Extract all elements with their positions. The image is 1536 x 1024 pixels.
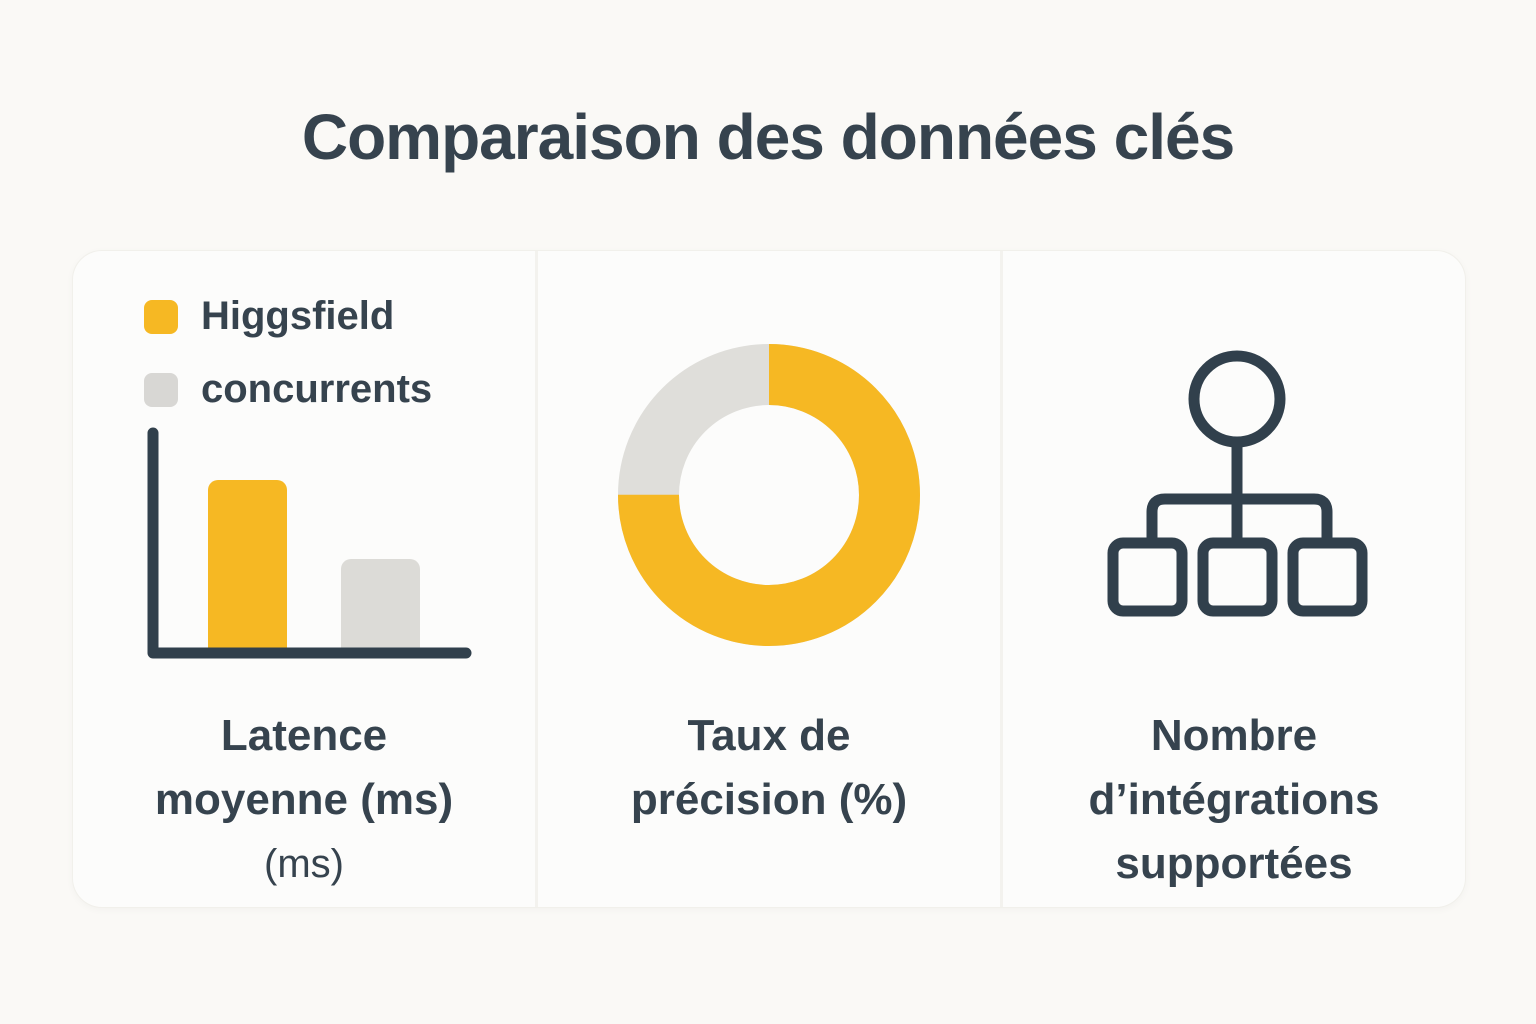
- org-child-node: [1197, 537, 1278, 617]
- page-title: Comparaison des données clés: [301, 101, 1235, 173]
- caption-line: Taux de: [687, 711, 851, 760]
- panel-latency: Higgsfield concurrents Latence moyenne (…: [73, 251, 535, 907]
- caption-line: Latence: [220, 711, 388, 760]
- legend-label: concurrents: [201, 367, 433, 411]
- caption-line: moyenne (ms): [154, 775, 454, 824]
- donut-chart: [618, 344, 920, 646]
- org-child-node: [1107, 537, 1188, 617]
- org-child-node: [1287, 537, 1368, 617]
- comparison-card-row: Higgsfield concurrents Latence moyenne (…: [72, 250, 1466, 908]
- donut-segment-higgsfield: [618, 344, 920, 646]
- legend-label: Higgsfield: [201, 294, 395, 338]
- legend-item-higgsfield: Higgsfield: [144, 294, 432, 339]
- caption-line: d’intégrations: [1088, 775, 1380, 824]
- panel-latency-caption: Latence moyenne (ms) (ms): [73, 704, 535, 896]
- axis-lines: [147, 427, 472, 659]
- org-chart-strokes: [1107, 350, 1368, 617]
- legend-item-concurrents: concurrents: [144, 367, 432, 412]
- caption-subline: (ms): [264, 842, 344, 886]
- panel-precision: Taux de précision (%): [538, 251, 1000, 907]
- chart-legend: Higgsfield concurrents: [144, 294, 432, 440]
- panel-integrations-caption: Nombre d’intégrations supportées: [1003, 704, 1465, 896]
- bar-chart: [147, 427, 472, 659]
- org-connector-line: [1146, 493, 1333, 549]
- caption-line: précision (%): [630, 775, 908, 824]
- legend-swatch-higgsfield: [144, 299, 178, 334]
- bar-higgsfield: [208, 480, 287, 658]
- org-chart-icon: [1107, 350, 1368, 617]
- bar-concurrents: [341, 559, 420, 658]
- panel-integrations: Nombre d’intégrations supportées: [1003, 251, 1465, 907]
- legend-swatch-concurrents: [144, 372, 178, 407]
- caption-line: Nombre: [1150, 711, 1318, 760]
- panel-precision-caption: Taux de précision (%): [538, 704, 1000, 832]
- org-root-node: [1188, 350, 1286, 448]
- caption-line: supportées: [1115, 839, 1353, 888]
